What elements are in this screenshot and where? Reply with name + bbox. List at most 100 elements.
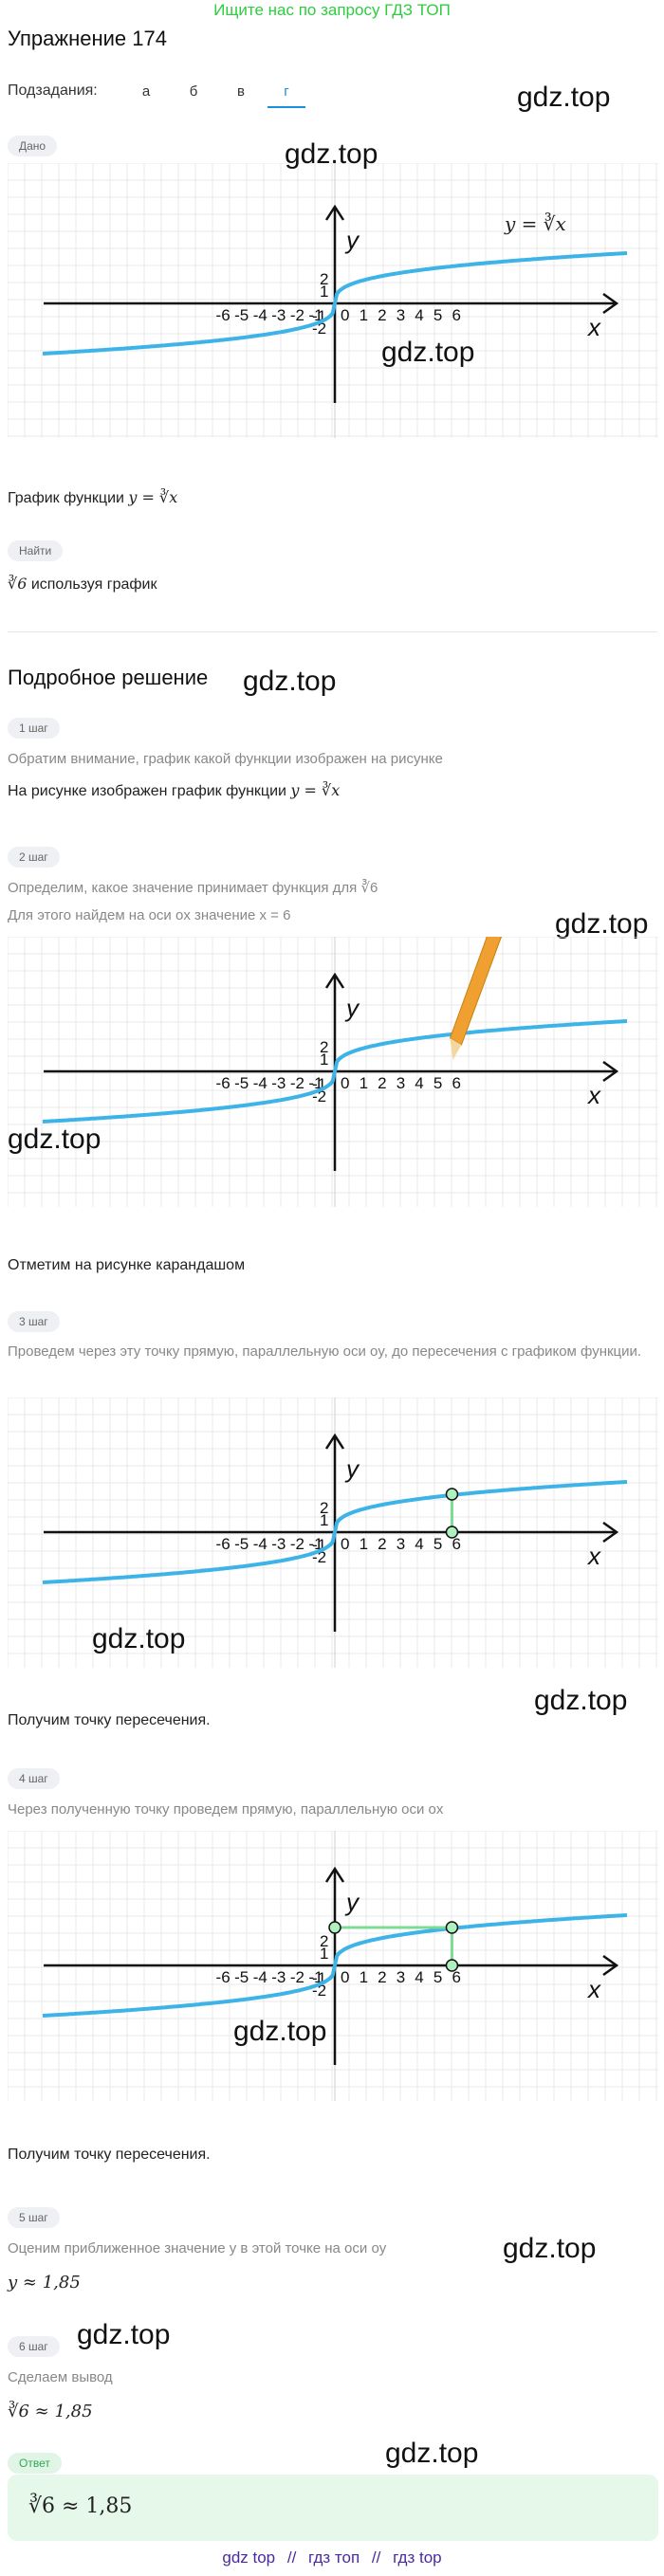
y-tick-label: 2: [320, 1038, 328, 1056]
tab-v[interactable]: в: [237, 83, 245, 100]
x-tick-label: 4: [415, 1535, 423, 1553]
y-axis-arrow: [324, 1866, 345, 1883]
given-graph: xy-6 -5 -4 -3 -2 -1 0 1 2 3 4 5 621-1-2: [8, 163, 658, 438]
x-tick-label: 5: [433, 1535, 442, 1553]
x-tick-label: 3: [397, 1968, 405, 1986]
x-tick-label: 2: [378, 1968, 386, 1986]
intersection-point: [445, 1488, 459, 1501]
x-tick-label: -2: [290, 1535, 304, 1553]
x-tick-label: 5: [433, 1968, 442, 1986]
x-tick-label: -1: [308, 1968, 323, 1986]
given-caption-text: График функции: [8, 490, 124, 506]
x-tick-label: 6: [452, 1074, 460, 1092]
function-curve: [42, 1019, 628, 1124]
x-tick-label: -4: [253, 1535, 267, 1553]
step-badge: 1 шаг: [8, 718, 60, 739]
x-axis-point: [445, 1959, 459, 1972]
watermark: gdz.top: [92, 1623, 186, 1654]
answer-badge: Ответ: [8, 2453, 62, 2474]
watermark: gdz.top: [555, 908, 649, 940]
x-tick-label: 3: [397, 306, 405, 324]
y-axis-arrow: [324, 204, 345, 221]
given-badge: Дано: [8, 136, 58, 156]
x-axis-label: x: [586, 1975, 601, 2003]
watermark: gdz.top: [8, 1124, 101, 1155]
step-hint: Обратим внимание, график какой функции и…: [8, 751, 443, 767]
x-tick-label: -6: [216, 306, 231, 324]
step-after: Отметим на рисунке карандашом: [8, 1257, 246, 1273]
x-tick-label: 0: [341, 1074, 349, 1092]
watermark: gdz.top: [517, 82, 611, 113]
step-hint: Оценим приближенное значение y в этой то…: [8, 2240, 387, 2256]
x-axis-arrow: [602, 1521, 619, 1544]
x-tick-label: -3: [271, 306, 286, 324]
footer-link[interactable]: gdz top: [222, 2549, 276, 2567]
step-badge: 3 шаг: [8, 1311, 60, 1332]
x-tick-label: 1: [360, 1968, 368, 1986]
x-tick-label: 0: [341, 1535, 349, 1553]
watermark: gdz.top: [503, 2233, 597, 2264]
step2-graph: xy-6 -5 -4 -3 -2 -1 0 1 2 3 4 5 621-1-2: [8, 937, 658, 1207]
tab-b[interactable]: б: [189, 83, 198, 100]
x-tick-label: -3: [271, 1968, 286, 1986]
answer-text: ∛6 ≈ 1,85: [28, 2494, 133, 2518]
step-badge: 6 шаг: [8, 2336, 60, 2357]
function-label: y = ∛x: [505, 212, 566, 235]
x-tick-label: 3: [397, 1074, 405, 1092]
y-axis-arrow: [324, 972, 345, 989]
function-curve: [42, 1913, 628, 2018]
x-tick-label: -4: [253, 1074, 267, 1092]
x-tick-label: -4: [253, 306, 267, 324]
y-axis-point: [328, 1921, 341, 1934]
x-tick-label: -2: [290, 1074, 304, 1092]
step-after: Получим точку пересечения.: [8, 2147, 211, 2163]
x-tick-label: -6: [216, 1968, 231, 1986]
function-curve: [42, 1480, 628, 1584]
x-axis-arrow: [602, 1060, 619, 1083]
footer-link[interactable]: гдз топ: [308, 2549, 360, 2567]
x-axis-label: x: [586, 313, 601, 341]
x-axis-point: [445, 1526, 459, 1539]
watermark: gdz.top: [534, 1685, 628, 1716]
x-tick-label: -6: [216, 1074, 231, 1092]
x-tick-label: 1: [360, 1535, 368, 1553]
tab-g[interactable]: г: [267, 78, 305, 108]
x-axis-arrow: [602, 292, 619, 315]
step-hint-2: Для этого найдем на оси ox значение x = …: [8, 907, 291, 923]
x-axis-label: x: [586, 1081, 601, 1109]
solution-heading: Подробное решение: [8, 666, 209, 689]
watermark: gdz.top: [243, 666, 337, 697]
x-tick-label: -5: [234, 306, 249, 324]
top-banner[interactable]: Ищите нас по запросу ГДЗ ТОП: [213, 1, 451, 19]
watermark: gdz.top: [385, 2438, 479, 2469]
x-tick-label: 1: [360, 1074, 368, 1092]
x-tick-label: -5: [234, 1074, 249, 1092]
answer-box: [8, 2475, 658, 2541]
step-text-math: y = ∛x: [290, 781, 341, 799]
footer-separator: //: [371, 2549, 381, 2567]
function-curve: [42, 251, 628, 356]
step-hint: Сделаем вывод: [8, 2369, 113, 2385]
step-hint: Через полученную точку проведем прямую, …: [8, 1801, 444, 1818]
subtasks-label: Подзадания:: [8, 82, 98, 99]
footer-links: gdz top // гдз топ // гдз top: [0, 2549, 664, 2567]
intersection-point: [445, 1921, 459, 1934]
step-hint: Проведем через эту точку прямую, паралле…: [8, 1343, 642, 1360]
step-text-label: На рисунке изображен график функции: [8, 783, 286, 799]
y-axis-label: y: [344, 1888, 360, 1916]
divider: [8, 631, 657, 632]
y-tick-label: 1: [320, 283, 328, 301]
y-axis-arrow: [324, 1433, 345, 1450]
tab-a[interactable]: а: [141, 83, 151, 100]
footer-link[interactable]: гдз top: [393, 2549, 442, 2567]
step-badge: 2 шаг: [8, 847, 60, 868]
x-tick-label: -1: [308, 1535, 323, 1553]
x-tick-label: -4: [253, 1968, 267, 1986]
x-axis-label: x: [586, 1542, 601, 1570]
x-tick-label: 6: [452, 1535, 460, 1553]
x-tick-label: 6: [452, 306, 460, 324]
y-axis-label: y: [344, 1454, 360, 1483]
step-badge: 4 шаг: [8, 1768, 60, 1789]
x-tick-label: 5: [433, 306, 442, 324]
y-tick-label: 1: [320, 1945, 328, 1963]
